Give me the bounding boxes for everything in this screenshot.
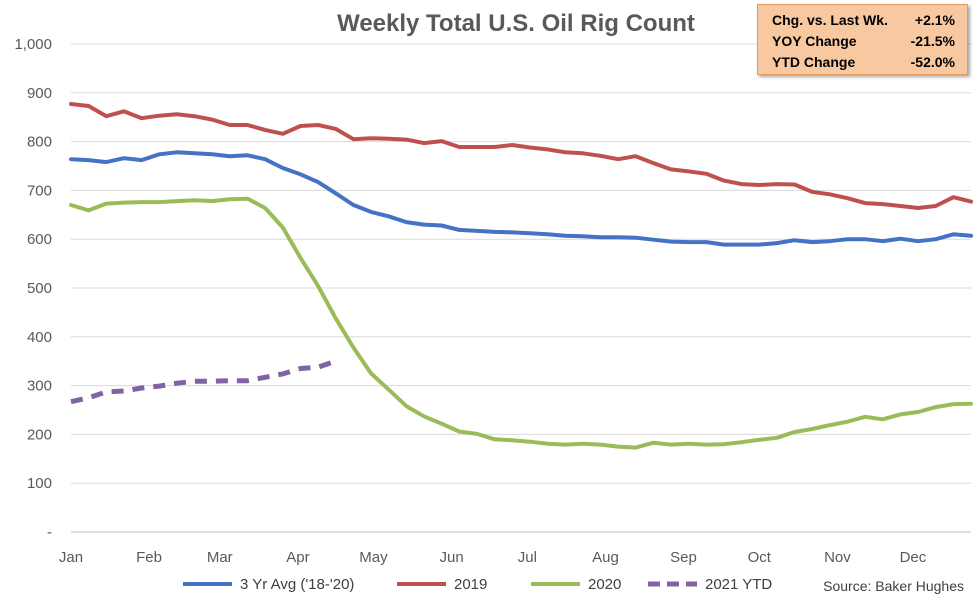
stat-value: -52.0% bbox=[910, 54, 955, 70]
legend-label: 2020 bbox=[588, 576, 621, 593]
source-note: Source: Baker Hughes bbox=[823, 578, 964, 594]
legend-label: 3 Yr Avg ('18-'20) bbox=[240, 576, 354, 593]
y-tick-label: 200 bbox=[27, 426, 52, 443]
legend-label: 2019 bbox=[454, 576, 487, 593]
stat-row-weekly-change: Chg. vs. Last Wk. +2.1% bbox=[758, 12, 969, 32]
x-tick-label: Jun bbox=[440, 549, 464, 566]
stat-row-ytd-change: YTD Change -52.0% bbox=[758, 54, 969, 74]
y-tick-label: 500 bbox=[27, 280, 52, 297]
y-tick-label: 100 bbox=[27, 475, 52, 492]
series-line-2 bbox=[69, 196, 973, 450]
y-tick-label: 800 bbox=[27, 134, 52, 151]
legend: 3 Yr Avg ('18-'20) 2019 2020 2021 YTD bbox=[183, 576, 772, 593]
stat-row-yoy-change: YOY Change -21.5% bbox=[758, 33, 969, 53]
x-tick-label: Sep bbox=[670, 549, 697, 566]
legend-label: 2021 YTD bbox=[705, 576, 772, 593]
x-tick-label: May bbox=[359, 549, 388, 566]
x-tick-label: Dec bbox=[900, 549, 927, 566]
y-tick-label: 1,000 bbox=[14, 36, 52, 53]
x-tick-label: Mar bbox=[207, 549, 233, 566]
y-tick-label: 400 bbox=[27, 329, 52, 346]
stats-box: Chg. vs. Last Wk. +2.1% YOY Change -21.5… bbox=[757, 4, 968, 75]
stat-label: YTD Change bbox=[772, 54, 856, 70]
stat-label: Chg. vs. Last Wk. bbox=[772, 12, 888, 28]
stat-value: -21.5% bbox=[910, 33, 955, 49]
x-tick-label: Oct bbox=[748, 549, 772, 566]
x-tick-label: Apr bbox=[286, 549, 309, 566]
y-tick-label: - bbox=[47, 524, 52, 541]
x-tick-label: Feb bbox=[136, 549, 162, 566]
grid bbox=[71, 43, 971, 533]
y-tick-label: 600 bbox=[27, 231, 52, 248]
y-tick-label: 700 bbox=[27, 182, 52, 199]
series-line-1 bbox=[69, 102, 973, 210]
y-axis: - 100 200 300 400 500 600 700 800 900 1,000 bbox=[14, 36, 52, 541]
x-tick-label: Jan bbox=[59, 549, 83, 566]
series-line-0 bbox=[69, 150, 973, 247]
y-tick-label: 300 bbox=[27, 378, 52, 395]
stat-value: +2.1% bbox=[914, 12, 955, 28]
chart-title: Weekly Total U.S. Oil Rig Count bbox=[337, 10, 695, 37]
x-tick-label: Nov bbox=[824, 549, 851, 566]
y-tick-label: 900 bbox=[27, 85, 52, 102]
series-line-3 bbox=[70, 358, 337, 405]
x-tick-label: Aug bbox=[592, 549, 619, 566]
stat-label: YOY Change bbox=[772, 33, 857, 49]
x-tick-label: Jul bbox=[518, 549, 537, 566]
x-axis: Jan Feb Mar Apr May Jun Jul Aug Sep Oct Nov Dec bbox=[59, 549, 927, 566]
series-lines bbox=[69, 102, 973, 450]
